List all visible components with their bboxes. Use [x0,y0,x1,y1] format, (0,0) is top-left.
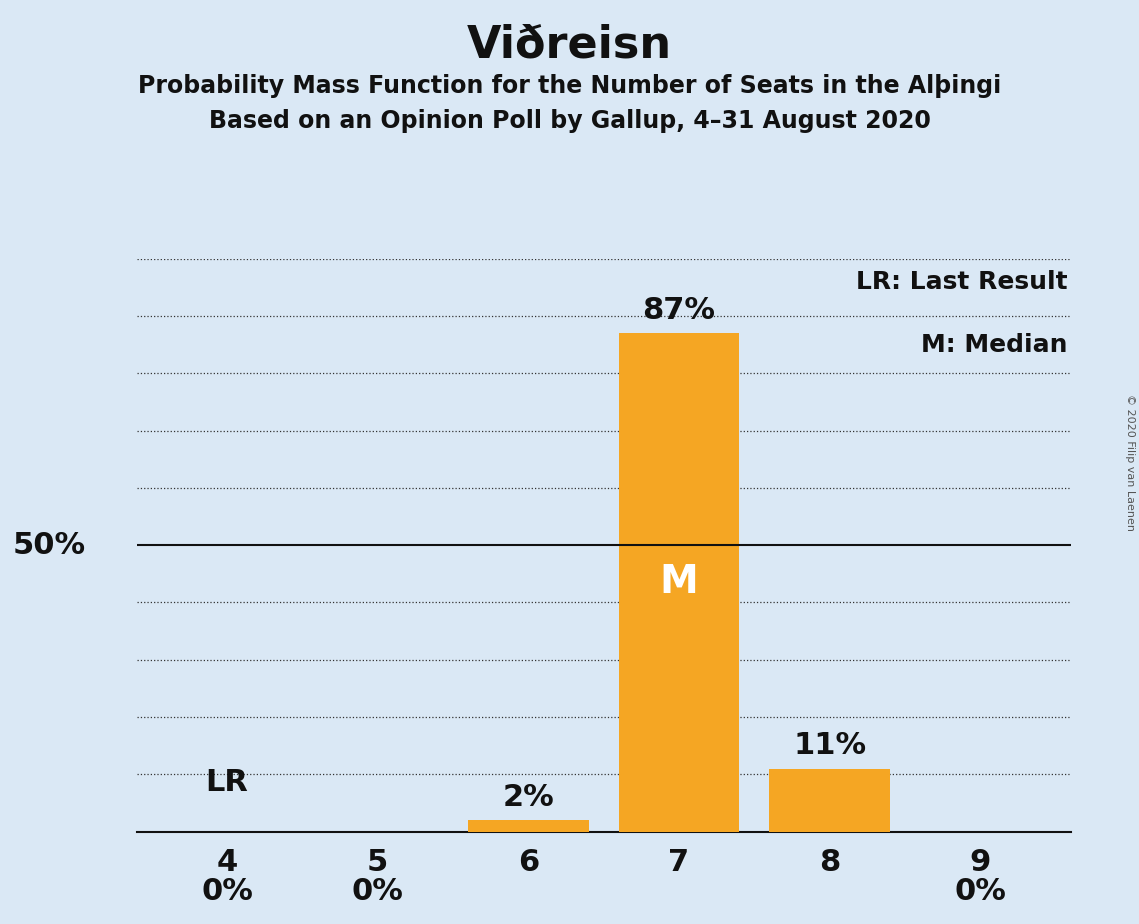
Text: M: M [659,564,698,602]
Text: 87%: 87% [642,296,715,324]
Text: Viðreisn: Viðreisn [467,23,672,67]
Bar [618,334,739,832]
Text: 11%: 11% [793,731,866,760]
Text: LR: Last Result: LR: Last Result [857,270,1067,294]
Text: © 2020 Filip van Laenen: © 2020 Filip van Laenen [1125,394,1134,530]
Text: LR: LR [206,769,248,797]
Bar [769,769,890,832]
Text: 2%: 2% [502,783,555,811]
Text: Based on an Opinion Poll by Gallup, 4–31 August 2020: Based on an Opinion Poll by Gallup, 4–31… [208,109,931,133]
Text: 50%: 50% [13,530,85,560]
Bar [468,821,589,832]
Text: M: Median: M: Median [921,334,1067,358]
Text: 0%: 0% [954,878,1006,906]
Text: 0%: 0% [202,878,253,906]
Text: Probability Mass Function for the Number of Seats in the Alþingi: Probability Mass Function for the Number… [138,74,1001,98]
Text: 0%: 0% [352,878,403,906]
